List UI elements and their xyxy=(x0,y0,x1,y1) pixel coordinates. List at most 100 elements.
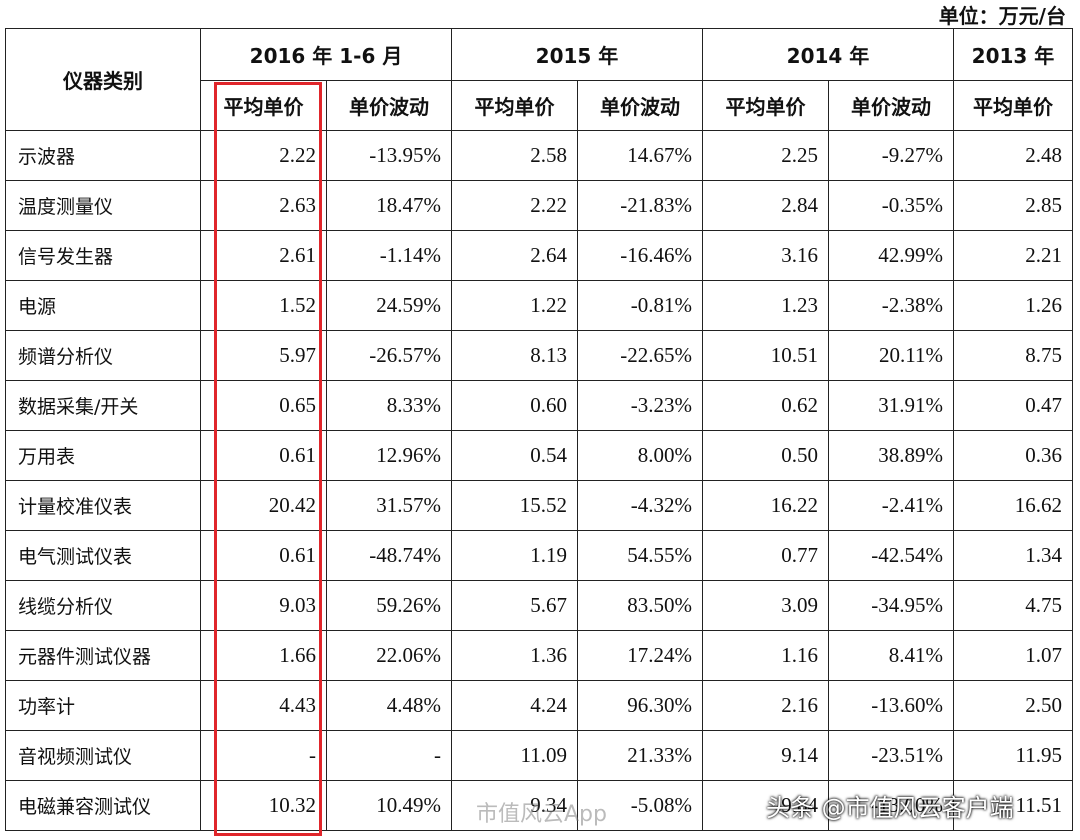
header-cell: 仪器类别 xyxy=(5,28,201,131)
value-cell: -9.27% xyxy=(828,130,954,181)
header-cell: 单价波动 xyxy=(828,80,954,131)
value-cell: -3.23% xyxy=(577,380,703,431)
category-cell: 温度测量仪 xyxy=(5,180,201,231)
value-cell: 15.52 xyxy=(451,480,578,531)
header-cell: 2016 年 1-6 月 xyxy=(200,28,452,81)
value-cell: 5.97 xyxy=(200,330,327,381)
header-cell: 单价波动 xyxy=(326,80,452,131)
value-cell: 4.48% xyxy=(326,680,452,731)
value-cell: - xyxy=(326,730,452,781)
value-cell: 0.60 xyxy=(451,380,578,431)
value-cell: 3.09 xyxy=(702,580,829,631)
value-cell: 24.59% xyxy=(326,280,452,331)
value-cell: -2.41% xyxy=(828,480,954,531)
value-cell: 11.95 xyxy=(953,730,1073,781)
watermark: 头条 @市值风云客户端 xyxy=(766,794,1014,822)
value-cell: 9.14 xyxy=(702,730,829,781)
value-cell: -2.38% xyxy=(828,280,954,331)
value-cell: 8.41% xyxy=(828,630,954,681)
value-cell: 1.22 xyxy=(451,280,578,331)
value-cell: -4.32% xyxy=(577,480,703,531)
value-cell: 0.62 xyxy=(702,380,829,431)
header-cell: 平均单价 xyxy=(702,80,829,131)
table-row: 计量校准仪表 20.42 31.57% 15.52 -4.32% 16.22 -2.41% 1… xyxy=(5,480,1073,531)
value-cell: 17.24% xyxy=(577,630,703,681)
value-cell: 31.91% xyxy=(828,380,954,431)
header-cell: 平均单价 xyxy=(953,80,1073,131)
value-cell: 8.75 xyxy=(953,330,1073,381)
unit-label: 单位：万元/台 xyxy=(938,4,1066,28)
value-cell: -48.74% xyxy=(326,530,452,581)
value-cell: 2.21 xyxy=(953,230,1073,281)
value-cell: 96.30% xyxy=(577,680,703,731)
value-cell: 8.00% xyxy=(577,430,703,481)
value-cell: 2.16 xyxy=(702,680,829,731)
table-row: 电气测试仪表 0.61 -48.74% 1.19 54.55% 0.77 -42.54% 1.… xyxy=(5,530,1073,581)
value-cell: 2.22 xyxy=(451,180,578,231)
value-cell: 2.85 xyxy=(953,180,1073,231)
value-cell: 1.26 xyxy=(953,280,1073,331)
table-row: 示波器 2.22 -13.95% 2.58 14.67% 2.25 -9.27% 2.48 xyxy=(5,130,1073,181)
value-cell: 8.13 xyxy=(451,330,578,381)
value-cell: 10.49% xyxy=(326,780,452,831)
value-cell: 9.34 xyxy=(451,780,578,831)
header-cell: 2014 年 xyxy=(702,28,954,81)
value-cell: 2.50 xyxy=(953,680,1073,731)
value-cell: 2.48 xyxy=(953,130,1073,181)
value-cell: -22.65% xyxy=(577,330,703,381)
value-cell: 0.47 xyxy=(953,380,1073,431)
category-cell: 电气测试仪表 xyxy=(5,530,201,581)
value-cell: 2.58 xyxy=(451,130,578,181)
value-cell: 0.77 xyxy=(702,530,829,581)
value-cell: 9.03 xyxy=(200,580,327,631)
category-cell: 电源 xyxy=(5,280,201,331)
value-cell: 59.26% xyxy=(326,580,452,631)
value-cell: 22.06% xyxy=(326,630,452,681)
value-cell: 14.67% xyxy=(577,130,703,181)
value-cell: 1.23 xyxy=(702,280,829,331)
table-row: 数据采集/开关 0.65 8.33% 0.60 -3.23% 0.62 31.91% 0.47 xyxy=(5,380,1073,431)
value-cell: 8.33% xyxy=(326,380,452,431)
category-cell: 元器件测试仪器 xyxy=(5,630,201,681)
table-row: 线缆分析仪 9.03 59.26% 5.67 83.50% 3.09 -34.95% 4.75 xyxy=(5,580,1073,631)
category-cell: 频谱分析仪 xyxy=(5,330,201,381)
value-cell: 31.57% xyxy=(326,480,452,531)
value-cell: 42.99% xyxy=(828,230,954,281)
highlight-box xyxy=(214,82,322,836)
value-cell: 1.19 xyxy=(451,530,578,581)
value-cell: -13.00% xyxy=(828,780,954,831)
value-cell: -1.14% xyxy=(326,230,452,281)
value-cell: 0.36 xyxy=(953,430,1073,481)
table-row: 万用表 0.61 12.96% 0.54 8.00% 0.50 38.89% 0.36 xyxy=(5,430,1073,481)
header-cell: 2013 年 xyxy=(953,28,1073,81)
table-row: 电源 1.52 24.59% 1.22 -0.81% 1.23 -2.38% 1.26 xyxy=(5,280,1073,331)
category-cell: 信号发生器 xyxy=(5,230,201,281)
value-cell: -0.81% xyxy=(577,280,703,331)
value-cell: 20.11% xyxy=(828,330,954,381)
value-cell: 10.32 xyxy=(200,780,327,831)
header-cell: 平均单价 xyxy=(200,80,327,131)
value-cell: 0.54 xyxy=(451,430,578,481)
value-cell: 16.62 xyxy=(953,480,1073,531)
value-cell: 1.34 xyxy=(953,530,1073,581)
table-row: 信号发生器 2.61 -1.14% 2.64 -16.46% 3.16 42.99% 2.21 xyxy=(5,230,1073,281)
value-cell: 5.67 xyxy=(451,580,578,631)
category-cell: 音视频测试仪 xyxy=(5,730,201,781)
value-cell: 9.84 xyxy=(702,780,829,831)
table-row: 温度测量仪 2.63 18.47% 2.22 -21.83% 2.84 -0.35% 2.85 xyxy=(5,180,1073,231)
table-row: 音视频测试仪 - -11.09 21.33% 9.14 -23.51% 11.95 xyxy=(5,730,1073,781)
category-cell: 功率计 xyxy=(5,680,201,731)
category-cell: 万用表 xyxy=(5,430,201,481)
value-cell: 11.09 xyxy=(451,730,578,781)
table-row: 频谱分析仪 5.97 -26.57% 8.13 -22.65% 10.51 20.11% 8.… xyxy=(5,330,1073,381)
value-cell: -13.95% xyxy=(326,130,452,181)
value-cell: 1.16 xyxy=(702,630,829,681)
value-cell: 1.66 xyxy=(200,630,327,681)
value-cell: 2.25 xyxy=(702,130,829,181)
price-table: 仪器类别 2016 年 1-6 月 2015 年 2014 年 2013 年 平… xyxy=(5,28,1073,831)
value-cell: 2.64 xyxy=(451,230,578,281)
value-cell: -42.54% xyxy=(828,530,954,581)
value-cell: 2.84 xyxy=(702,180,829,231)
value-cell: 4.75 xyxy=(953,580,1073,631)
